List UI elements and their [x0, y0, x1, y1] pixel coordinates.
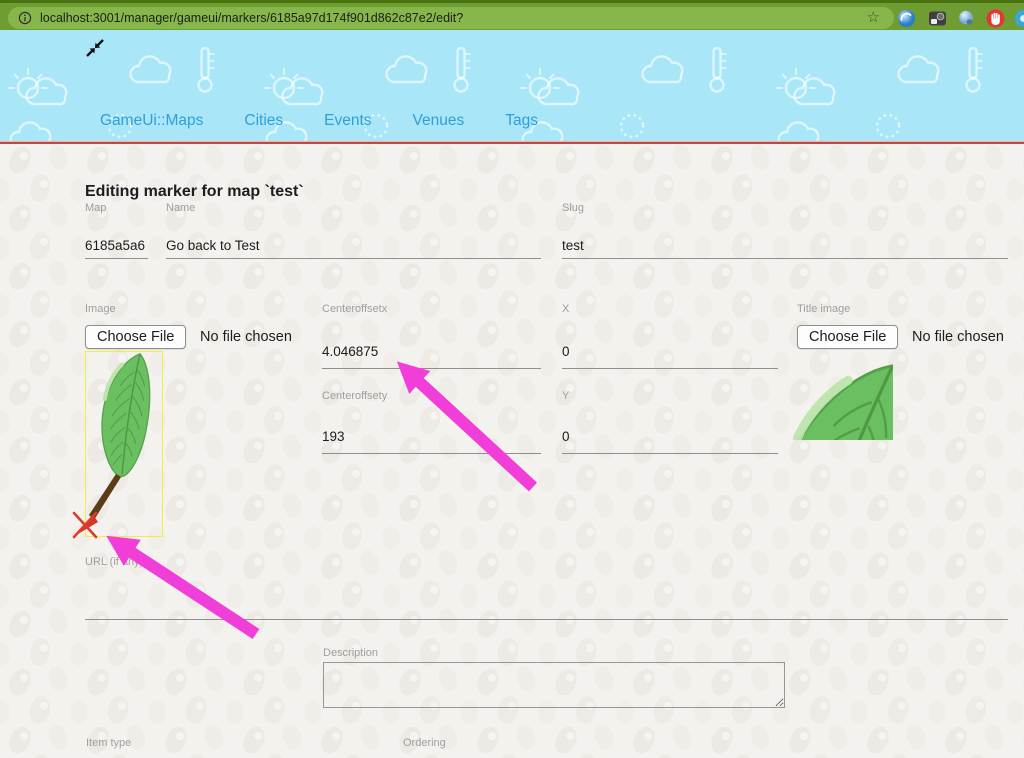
centeroffsety-label: Centeroffsety — [322, 390, 388, 402]
title-image-label: Title image — [797, 303, 851, 315]
y-field[interactable] — [562, 419, 778, 454]
bookmark-star-icon[interactable]: ☆ — [866, 9, 880, 26]
marker-leaf-image[interactable] — [70, 346, 180, 546]
nav-brand-gameui-maps[interactable]: GameUi::Maps — [100, 112, 204, 129]
nav-item-events[interactable]: Events — [324, 112, 372, 129]
map-field[interactable] — [85, 232, 148, 259]
name-label: Name — [166, 202, 196, 214]
address-bar[interactable]: localhost:3001/manager/gameui/markers/61… — [8, 7, 894, 29]
browser-toolbar: localhost:3001/manager/gameui/markers/61… — [0, 0, 1024, 30]
extension-partial-icon[interactable] — [1014, 9, 1024, 28]
image-file-status: No file chosen — [200, 329, 292, 345]
main-navigation: GameUi::Maps Cities Events Venues Tags — [100, 112, 538, 130]
centeroffsetx-field[interactable] — [322, 334, 541, 369]
url-text: localhost:3001/manager/gameui/markers/61… — [40, 11, 464, 25]
nav-item-venues[interactable]: Venues — [412, 112, 465, 129]
url-field[interactable] — [85, 585, 1008, 620]
slug-label: Slug — [562, 202, 585, 214]
name-field[interactable] — [166, 232, 541, 259]
centeroffsety-field[interactable] — [322, 419, 541, 454]
x-field[interactable] — [562, 334, 778, 369]
extension-blocker-icon[interactable] — [986, 9, 1005, 28]
nav-item-tags[interactable]: Tags — [505, 112, 538, 129]
title-image-leaf-preview — [793, 344, 893, 440]
image-choose-file-button[interactable]: Choose File — [85, 325, 187, 349]
site-header: GameUi::Maps Cities Events Venues Tags — [0, 30, 1024, 141]
site-info-icon[interactable] — [18, 11, 32, 25]
anchor-point-x-icon — [72, 511, 98, 539]
slug-field[interactable] — [562, 232, 1008, 259]
weather-pattern — [0, 30, 1024, 141]
description-label: Description — [323, 647, 379, 659]
map-label: Map — [85, 202, 107, 214]
header-divider — [0, 141, 1024, 144]
collapse-cursor-icon — [86, 39, 104, 57]
extension-swirl-icon[interactable] — [897, 9, 916, 28]
extension-camera-icon[interactable] — [928, 9, 947, 28]
extension-sphere-icon[interactable] — [957, 9, 976, 28]
nav-item-cities[interactable]: Cities — [244, 112, 284, 129]
centeroffsetx-label: Centeroffsetx — [322, 303, 388, 315]
x-label: X — [562, 303, 570, 315]
item-type-label: Item type — [86, 737, 132, 749]
image-label: Image — [85, 303, 116, 315]
ordering-label: Ordering — [403, 737, 446, 749]
description-textarea[interactable] — [323, 662, 785, 708]
title-image-file-status: No file chosen — [912, 329, 1004, 345]
page-title: Editing marker for map `test` — [85, 182, 304, 200]
title-image-choose-file-button[interactable]: Choose File — [797, 325, 899, 349]
url-label: URL (if any) — [85, 556, 144, 568]
y-label: Y — [562, 390, 570, 402]
